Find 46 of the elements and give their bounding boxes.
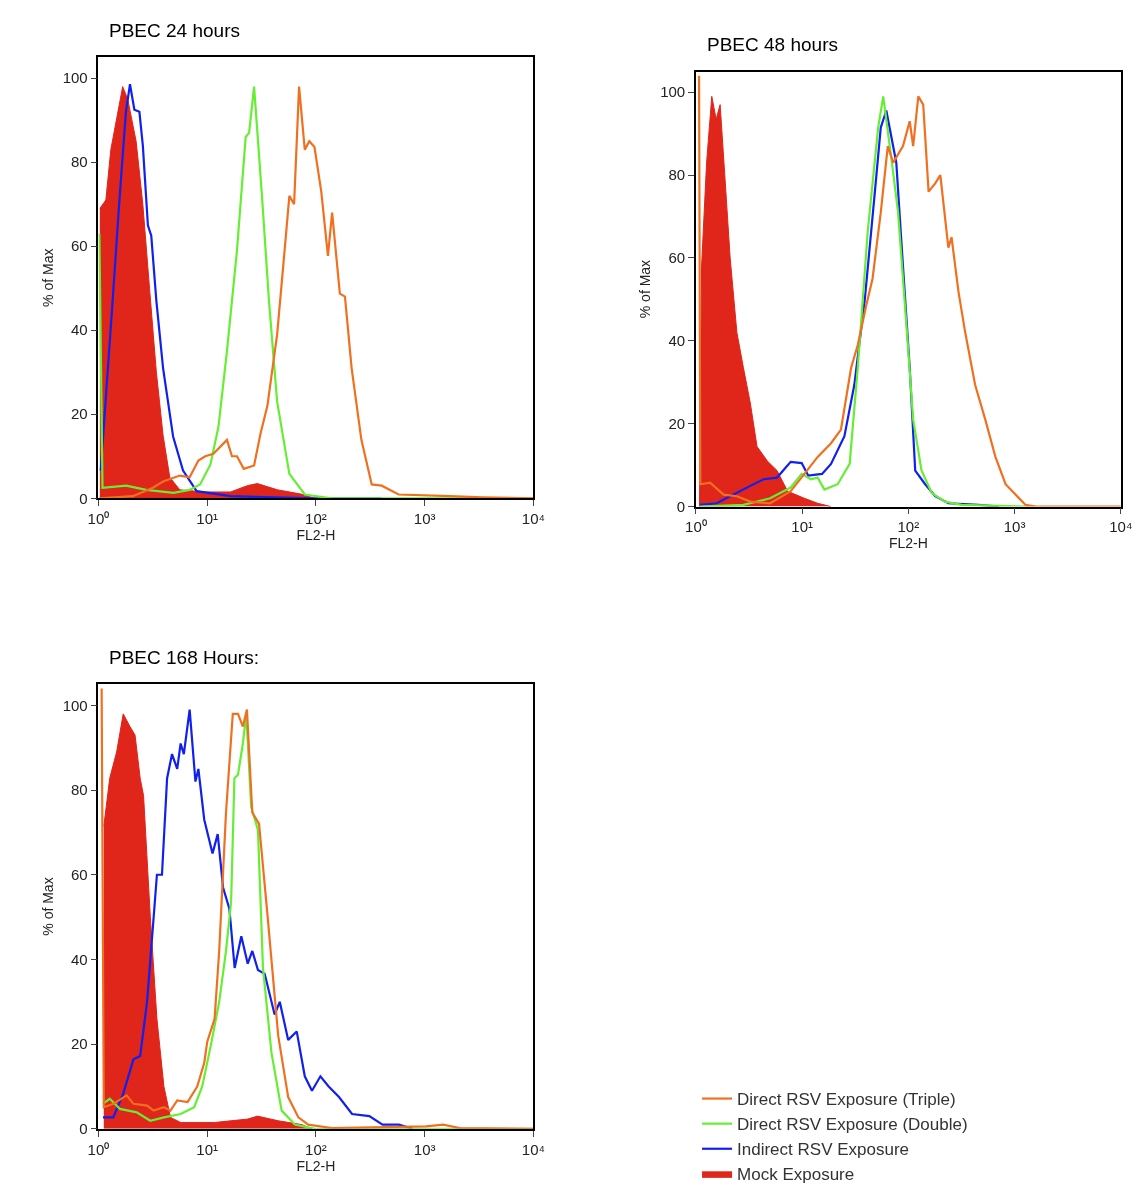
y-tick-label: 20 bbox=[71, 1035, 88, 1053]
x-tick-label: 10² bbox=[305, 510, 327, 528]
y-tick-label: 100 bbox=[660, 83, 686, 101]
x-tick-label: 10¹ bbox=[196, 1140, 219, 1158]
y-tick-label: 80 bbox=[668, 166, 686, 184]
y-tick-label: 80 bbox=[71, 781, 88, 799]
x-tick-label: 10¹ bbox=[791, 518, 813, 536]
y-tick-label: 40 bbox=[71, 321, 88, 339]
y-tick-label: 60 bbox=[71, 237, 88, 255]
x-axis-title: FL2-H bbox=[888, 535, 928, 552]
y-axis-title: % of Max bbox=[39, 877, 56, 936]
y-tick-label: 60 bbox=[71, 866, 88, 884]
y-tick-label: 0 bbox=[79, 1120, 88, 1138]
legend-label: Direct RSV Exposure (Double) bbox=[737, 1115, 968, 1135]
x-tick-label: 10⁰ bbox=[87, 1140, 110, 1158]
x-tick-label: 10² bbox=[305, 1140, 327, 1158]
x-axis-title: FL2-H bbox=[296, 527, 336, 544]
chart-title: PBEC 24 hours bbox=[109, 20, 240, 41]
chart-title: PBEC 168 Hours: bbox=[109, 647, 259, 668]
x-tick-label: 10² bbox=[897, 518, 920, 536]
x-tick-label: 10³ bbox=[413, 1140, 436, 1158]
y-tick-label: 20 bbox=[668, 414, 686, 432]
x-tick-label: 10³ bbox=[413, 510, 436, 528]
y-axis-title: % of Max bbox=[637, 259, 654, 319]
x-tick-label: 10¹ bbox=[196, 510, 219, 528]
y-tick-label: 40 bbox=[71, 950, 88, 968]
x-axis-title: FL2-H bbox=[296, 1157, 336, 1174]
x-tick-label: 10³ bbox=[1003, 518, 1026, 536]
y-tick-label: 20 bbox=[71, 405, 88, 423]
y-tick-label: 100 bbox=[62, 69, 88, 87]
y-tick-label: 100 bbox=[62, 696, 88, 714]
x-tick-label: 10⁰ bbox=[685, 518, 707, 536]
y-axis-title: % of Max bbox=[39, 248, 56, 307]
y-tick-label: 0 bbox=[676, 497, 686, 515]
y-tick-label: 60 bbox=[668, 249, 686, 267]
legend-label: Direct RSV Exposure (Triple) bbox=[737, 1090, 956, 1110]
x-tick-label: 10⁰ bbox=[87, 510, 110, 528]
legend-label: Indirect RSV Exposure bbox=[737, 1140, 910, 1160]
y-tick-label: 40 bbox=[668, 332, 686, 350]
legend-label: Mock Exposure bbox=[737, 1165, 855, 1185]
y-tick-label: 80 bbox=[71, 153, 88, 171]
y-tick-label: 0 bbox=[79, 489, 88, 507]
x-tick-label: 10⁴ bbox=[521, 1140, 545, 1158]
chart-title: PBEC 48 hours bbox=[707, 34, 838, 55]
x-tick-label: 10⁴ bbox=[521, 510, 545, 528]
x-tick-label: 10⁴ bbox=[1109, 518, 1133, 536]
